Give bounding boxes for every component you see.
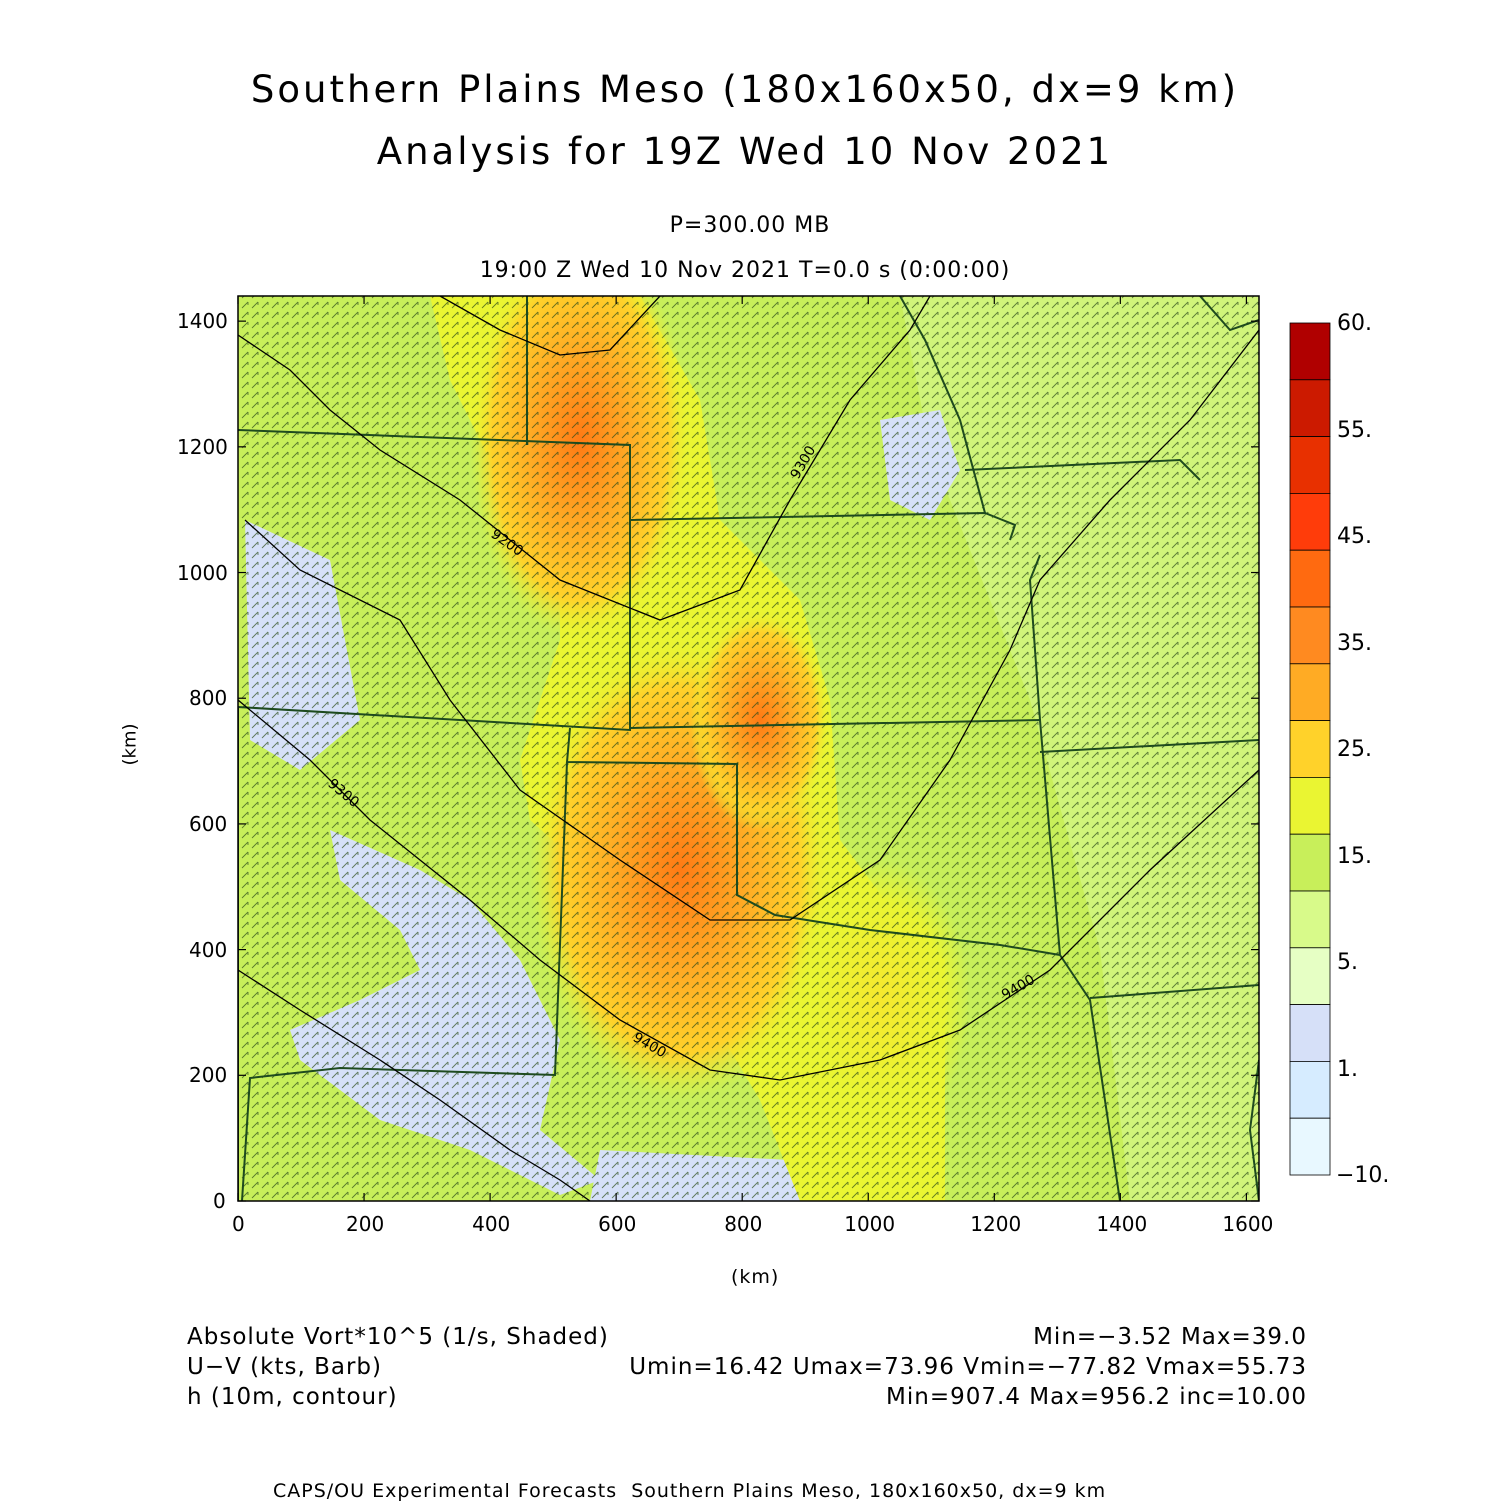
colorbar-swatch	[1289, 663, 1331, 721]
colorbar-label: 35.	[1337, 630, 1372, 656]
colorbar-swatch	[1289, 833, 1331, 892]
colorbar-swatch	[1289, 1061, 1331, 1119]
colorbar-label: 55.	[1337, 417, 1372, 443]
colorbar-swatch	[1289, 720, 1331, 778]
footer-credit: CAPS/OU Experimental Forecasts Southern …	[273, 1480, 1107, 1502]
x-tick-label: 0	[232, 1212, 245, 1236]
title-line-2: Analysis for 19Z Wed 10 Nov 2021	[376, 130, 1114, 173]
colorbar-label: 45.	[1337, 524, 1372, 549]
y-tick-label: 800	[189, 686, 228, 711]
legend-wind-stats: Umin=16.42 Umax=73.96 Vmin=−77.82 Vmax=5…	[629, 1354, 1307, 1380]
colorbar-swatch	[1289, 777, 1331, 835]
colorbar-swatch	[1289, 492, 1331, 551]
x-tick-label: 800	[724, 1212, 763, 1236]
y-tick-label: 1000	[177, 560, 228, 585]
pressure-level: P=300.00 MB	[669, 213, 831, 238]
x-tick-label: 1400	[1096, 1212, 1148, 1236]
colorbar	[1289, 322, 1331, 1176]
vorticity-shading	[238, 296, 1259, 1201]
legend-vort-stats: Min=−3.52 Max=39.0	[1033, 1324, 1307, 1350]
x-tick-label: 1600	[1222, 1212, 1274, 1236]
valid-time: 19:00 Z Wed 10 Nov 2021 T=0.0 s (0:00:00…	[479, 258, 1011, 283]
colorbar-label: 15.	[1337, 843, 1372, 869]
y-tick-label: 400	[189, 937, 228, 962]
colorbar-label: 5.	[1337, 950, 1358, 975]
colorbar-swatch	[1289, 1117, 1331, 1176]
x-tick-label: 200	[346, 1212, 385, 1236]
y-tick-label: 0	[213, 1189, 226, 1213]
colorbar-swatch	[1289, 947, 1331, 1005]
state-boundaries	[238, 296, 1259, 1201]
y-tick-label: 1200	[177, 434, 228, 459]
colorbar-label: −10.	[1336, 1163, 1390, 1188]
x-tick-label: 1200	[970, 1212, 1022, 1236]
colorbar-swatch	[1289, 606, 1331, 665]
plot-frame	[237, 295, 1260, 1202]
colorbar-swatch	[1289, 379, 1331, 437]
colorbar-label: 25.	[1337, 737, 1372, 762]
legend-h-stats: Min=907.4 Max=956.2 inc=10.00	[886, 1384, 1307, 1410]
y-tick-label: 1400	[177, 309, 228, 334]
y-tick-label: 200	[189, 1063, 228, 1088]
colorbar-swatch	[1289, 1004, 1331, 1062]
colorbar-label: 60.	[1337, 311, 1372, 336]
legend-h-label: h (10m, contour)	[187, 1384, 398, 1410]
colorbar-swatch	[1289, 549, 1331, 608]
colorbar-swatch	[1289, 436, 1331, 494]
x-axis-label: (km)	[731, 1266, 780, 1288]
colorbar-swatch	[1289, 890, 1331, 949]
title-line-1: Southern Plains Meso (180x160x50, dx=9 k…	[250, 68, 1240, 111]
x-tick-label: 600	[598, 1212, 637, 1236]
legend-vort-label: Absolute Vort*10^5 (1/s, Shaded)	[187, 1324, 609, 1350]
colorbar-swatch	[1289, 322, 1331, 381]
x-tick-label: 400	[472, 1212, 511, 1236]
height-contours	[238, 296, 1259, 1201]
x-tick-label: 1000	[844, 1212, 896, 1236]
legend-wind-label: U−V (kts, Barb)	[187, 1354, 382, 1380]
colorbar-label: 1.	[1337, 1056, 1358, 1082]
y-tick-label: 600	[189, 811, 228, 836]
y-axis-label: (km)	[119, 723, 141, 766]
